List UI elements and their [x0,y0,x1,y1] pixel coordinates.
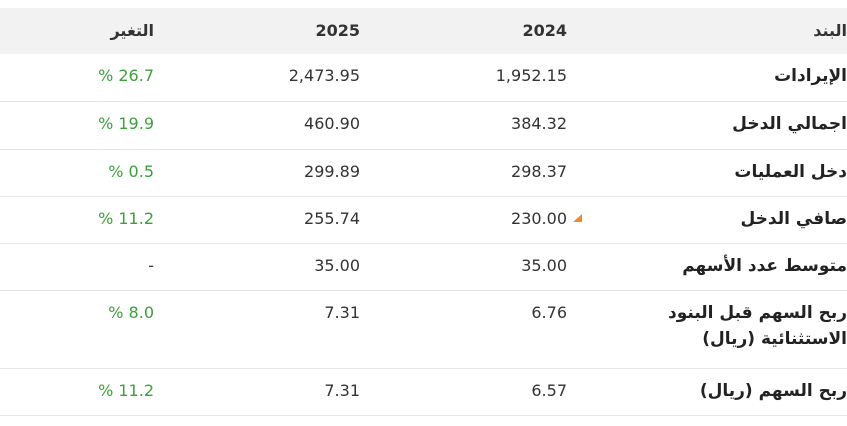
row-value-2024: 230.00 [511,209,567,228]
row-item-label: ربح السهم (ريال) [699,381,847,401]
table-row: دخل العمليات 298.37 299.89 % 0.5 [0,150,847,197]
row-item-label: متوسط عدد الأسهم [682,256,847,276]
row-value-2024: 384.32 [511,114,567,133]
table-row: متوسط عدد الأسهم 35.00 35.00 - [0,244,847,291]
row-value-2025: 2,473.95 [288,66,360,85]
row-value-2025: 35.00 [314,256,360,275]
table-row: اجمالي الدخل 384.32 460.90 % 19.9 [0,102,847,150]
row-change: % 0.5 [108,162,154,181]
header-2024: 2024 [522,21,567,40]
row-item-label: الإيرادات [774,66,847,86]
header-2025: 2025 [315,21,360,40]
row-change: % 8.0 [108,303,154,322]
row-change: % 11.2 [98,209,154,228]
row-change: % 26.7 [98,66,154,85]
row-item-label: ربح السهم قبل البنود الاستثنائية (ريال) [668,303,847,349]
table-row: ربح السهم (ريال) 6.57 7.31 % 11.2 [0,369,847,416]
row-value-2025: 255.74 [304,209,360,228]
table-row: الإيرادات 1,952.15 2,473.95 % 26.7 [0,54,847,102]
row-change: % 11.2 [98,381,154,400]
row-change: - [148,256,154,275]
row-value-2025: 7.31 [324,381,360,400]
orange-triangle-icon [573,214,582,222]
row-change: % 19.9 [98,114,154,133]
header-change: التغير [110,21,154,40]
row-value-2024: 298.37 [511,162,567,181]
row-item-label: دخل العمليات [734,162,847,182]
table-row: ربح السهم قبل البنود الاستثنائية (ريال) … [0,291,847,369]
row-value-2025: 299.89 [304,162,360,181]
table-header-row: البند 2024 2025 التغير [0,8,847,54]
table-row: صافي الدخل 230.00 255.74 % 11.2 [0,197,847,244]
row-item-label: اجمالي الدخل [732,114,847,134]
financial-comparison-table: البند 2024 2025 التغير الإيرادات 1,952.1… [0,8,847,416]
row-value-2024: 1,952.15 [495,66,567,85]
row-value-2024: 6.76 [531,303,567,322]
row-value-2024: 35.00 [521,256,567,275]
row-value-2024: 6.57 [531,381,567,400]
header-item: البند [813,21,847,40]
row-value-2025: 460.90 [304,114,360,133]
row-item-label: صافي الدخل [740,209,847,229]
row-value-2025: 7.31 [324,303,360,322]
